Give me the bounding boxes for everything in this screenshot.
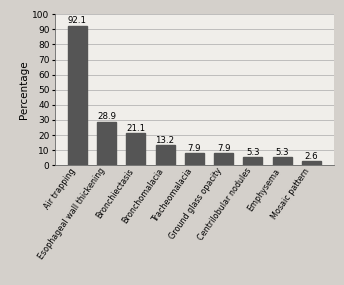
Text: 92.1: 92.1 [68,17,87,25]
Text: 2.6: 2.6 [305,152,318,161]
Text: 28.9: 28.9 [97,112,116,121]
Text: 5.3: 5.3 [246,148,260,156]
Text: 13.2: 13.2 [155,136,175,144]
Bar [244,157,262,165]
Bar [185,153,204,165]
Bar [155,145,175,165]
Text: 5.3: 5.3 [276,148,289,156]
Y-axis label: Percentage: Percentage [20,60,30,119]
Text: 21.1: 21.1 [126,124,146,133]
Text: 7.9: 7.9 [217,144,230,152]
Bar [302,161,321,165]
Bar [97,122,116,165]
Bar [126,133,145,165]
Bar [273,157,292,165]
Bar [214,153,233,165]
Text: 7.9: 7.9 [187,144,201,152]
Bar [68,26,87,165]
